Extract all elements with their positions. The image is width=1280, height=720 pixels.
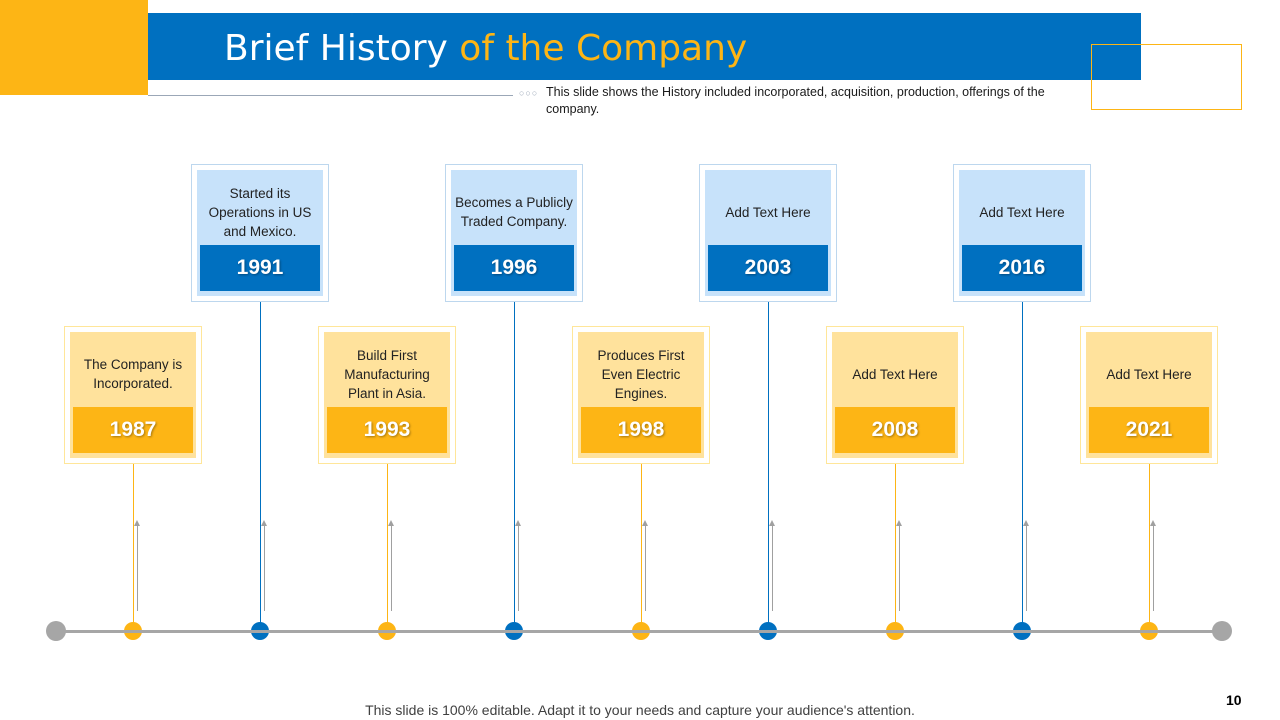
timeline-connector	[514, 302, 515, 631]
milestone-description: Add Text Here	[979, 204, 1065, 220]
milestone-description: Build First Manufacturing Plant in Asia.	[344, 347, 430, 401]
up-arrow-icon	[388, 520, 394, 611]
milestone-year: 1991	[200, 245, 320, 291]
milestone-card-body: Add Text Here 2003	[705, 170, 831, 296]
timeline-connector	[133, 464, 134, 631]
timeline-connector	[260, 302, 261, 631]
footer-note: This slide is 100% editable. Adapt it to…	[365, 702, 915, 718]
timeline-connector	[641, 464, 642, 631]
milestone-card-body: Add Text Here 2021	[1086, 332, 1212, 458]
title-main: Brief History	[224, 28, 448, 69]
milestone-card: Produces First Even Electric Engines. 199…	[572, 326, 710, 464]
timeline-connector	[768, 302, 769, 631]
page-number: 10	[1226, 692, 1242, 708]
milestone-description: Add Text Here	[1106, 366, 1192, 382]
up-arrow-icon	[642, 520, 648, 611]
timeline-connector	[895, 464, 896, 631]
milestone-card-body: The Company is Incorporated. 1987	[70, 332, 196, 458]
milestone-description: Produces First Even Electric Engines.	[597, 347, 685, 401]
up-arrow-icon	[261, 520, 267, 611]
milestone-description: Add Text Here	[725, 204, 811, 220]
slide-title: Brief History of the Company	[224, 25, 747, 73]
milestone-card: The Company is Incorporated. 1987	[64, 326, 202, 464]
milestone-description: Becomes a Publicly Traded Company.	[455, 195, 573, 229]
milestone-year: 2021	[1089, 407, 1209, 453]
milestone-card-body: Becomes a Publicly Traded Company. 1996	[451, 170, 577, 296]
up-arrow-icon	[515, 520, 521, 611]
milestone-card: Build First Manufacturing Plant in Asia.…	[318, 326, 456, 464]
milestone-card: Becomes a Publicly Traded Company. 1996	[445, 164, 583, 302]
title-accent: of the Company	[459, 28, 748, 69]
timeline-connector	[387, 464, 388, 631]
subtitle-divider	[148, 95, 513, 96]
ellipsis-dots-icon: ○○○	[519, 88, 539, 98]
milestone-card-body: Started its Operations in US and Mexico.…	[197, 170, 323, 296]
milestone-year: 1998	[581, 407, 701, 453]
axis-end-dot	[1212, 621, 1232, 641]
milestone-year: 1993	[327, 407, 447, 453]
axis-start-dot	[46, 621, 66, 641]
milestone-description: Add Text Here	[852, 366, 938, 382]
milestone-year: 2008	[835, 407, 955, 453]
timeline-axis	[56, 630, 1222, 633]
up-arrow-icon	[1150, 520, 1156, 611]
corner-accent-block	[0, 0, 148, 95]
milestone-year: 1996	[454, 245, 574, 291]
milestone-card: Add Text Here 2021	[1080, 326, 1218, 464]
milestone-description: Started its Operations in US and Mexico.	[208, 185, 312, 239]
milestone-card-body: Add Text Here 2008	[832, 332, 958, 458]
milestone-year: 2016	[962, 245, 1082, 291]
milestone-card: Started its Operations in US and Mexico.…	[191, 164, 329, 302]
milestone-card-body: Build First Manufacturing Plant in Asia.…	[324, 332, 450, 458]
slide-subtitle: This slide shows the History included in…	[546, 85, 1045, 116]
milestone-card: Add Text Here 2008	[826, 326, 964, 464]
timeline-connector	[1022, 302, 1023, 631]
milestone-card-body: Add Text Here 2016	[959, 170, 1085, 296]
milestone-card: Add Text Here 2003	[699, 164, 837, 302]
decorative-outline-box	[1091, 44, 1242, 110]
milestone-description: The Company is Incorporated.	[83, 357, 183, 391]
up-arrow-icon	[769, 520, 775, 611]
title-bar	[148, 13, 1141, 80]
up-arrow-icon	[134, 520, 140, 611]
up-arrow-icon	[1023, 520, 1029, 611]
milestone-year: 2003	[708, 245, 828, 291]
milestone-year: 1987	[73, 407, 193, 453]
up-arrow-icon	[896, 520, 902, 611]
milestone-card: Add Text Here 2016	[953, 164, 1091, 302]
timeline-connector	[1149, 464, 1150, 631]
milestone-card-body: Produces First Even Electric Engines. 199…	[578, 332, 704, 458]
